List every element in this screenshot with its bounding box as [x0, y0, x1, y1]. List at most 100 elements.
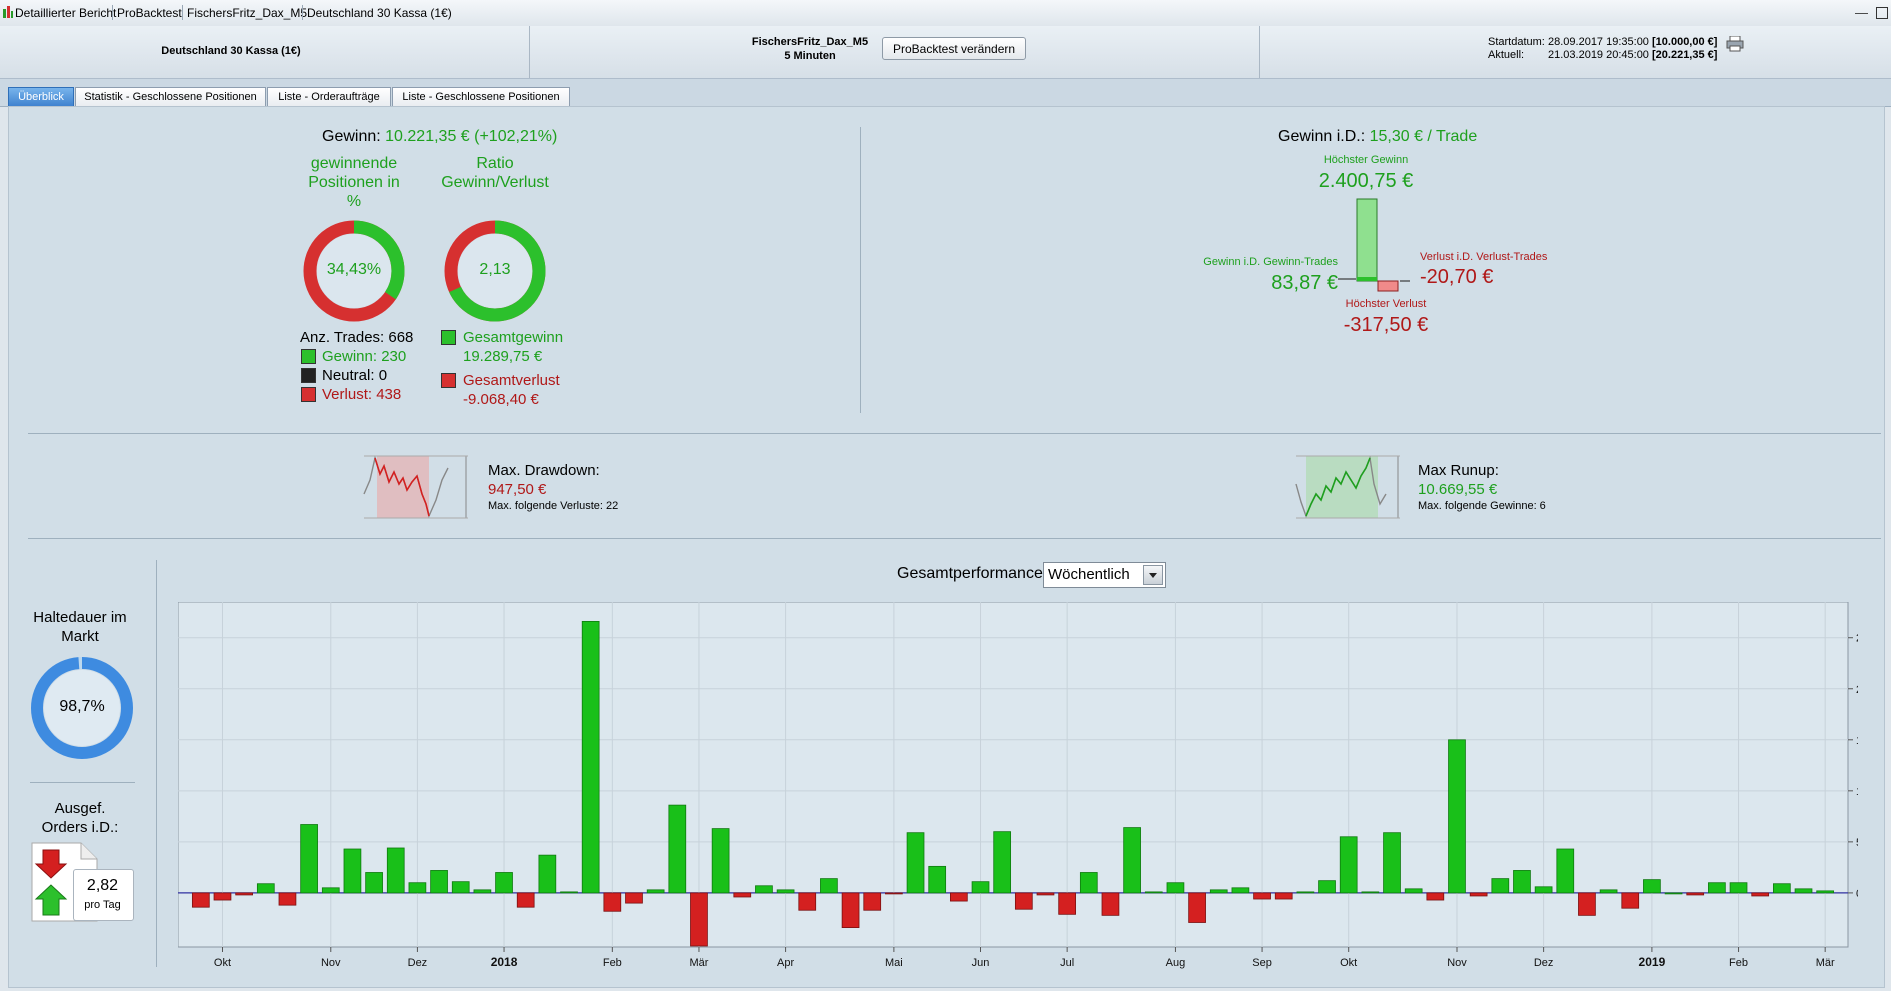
bar [993, 831, 1012, 894]
ratio-donut [444, 220, 546, 322]
app-icon [3, 6, 13, 18]
drawdown-sub: Max. folgende Verluste: 22 [488, 500, 619, 512]
bar [1578, 892, 1596, 916]
bar [1773, 883, 1791, 894]
bar [386, 847, 405, 894]
instrument-name: Deutschland 30 Kassa (1€) [161, 45, 301, 57]
y-tick-label: 1.000 [1856, 786, 1858, 798]
bar [1426, 892, 1445, 901]
strategy-name: FischersFritz_Dax_M5 [751, 36, 869, 48]
print-icon[interactable] [1726, 35, 1744, 55]
tab-overview[interactable]: Überblick [8, 87, 74, 106]
bar [733, 892, 752, 898]
total-gain-value: 19.289,75 € [463, 348, 543, 365]
losses-legend-swatch [301, 387, 316, 402]
y-tick-label: 0 [1856, 888, 1858, 900]
bar [1621, 892, 1640, 909]
ratio-value: 2,13 [479, 261, 511, 278]
current-label: Aktuell: [1488, 49, 1525, 61]
bar [668, 804, 687, 894]
orders-value-box [73, 869, 134, 921]
bar [430, 870, 448, 894]
total-loss-swatch [441, 373, 456, 388]
max-gain-value: 2.400,75 € [1318, 170, 1414, 192]
avg-gain-loss-bars [1338, 198, 1410, 292]
start-date: 28.09.2017 19:35:00 [1548, 36, 1649, 48]
bar [690, 892, 708, 947]
breadcrumb-strategy[interactable]: FischersFritz_Dax_M5 [187, 6, 308, 20]
bar [538, 854, 557, 894]
bar [256, 883, 275, 894]
maximize-icon[interactable] [1876, 7, 1888, 19]
bar [1253, 892, 1271, 900]
bar [235, 892, 253, 896]
bar [820, 878, 838, 894]
orders-unit: pro Tag [84, 899, 121, 911]
bar [1101, 892, 1120, 916]
x-tick-label: Nov [321, 957, 341, 969]
y-tick-label: 2.000 [1856, 684, 1858, 696]
change-backtest-button[interactable]: ProBacktest verändern [882, 37, 1026, 60]
bar [1664, 892, 1683, 895]
holding-title-line-2: Markt [61, 628, 99, 645]
x-tick-label: Sep [1252, 957, 1272, 969]
breadcrumb-instrument[interactable]: Deutschland 30 Kassa (1€) [307, 6, 452, 20]
minimize-icon[interactable]: — [1855, 5, 1868, 20]
orders-title: Ausgef. Orders i.D.: [20, 799, 140, 837]
neutral-legend-swatch [301, 368, 316, 383]
report-header: Deutschland 30 Kassa (1€) FischersFritz_… [0, 26, 1891, 79]
bars [191, 620, 1835, 947]
tab-statistics-closed[interactable]: Statistik - Geschlossene Positionen [75, 87, 266, 106]
gain-value: 10.221,35 € (+102,21%) [385, 128, 558, 145]
avg-gain-value: 15,30 € / Trade [1369, 128, 1478, 145]
holding-title-line-1: Haltedauer im [33, 609, 127, 626]
max-gain-label: Höchster Gewinn [1323, 154, 1409, 166]
bar [1318, 880, 1336, 894]
tab-orders-list[interactable]: Liste - Orderaufträge [267, 87, 391, 106]
avg-loss-value: -20,70 € [1420, 266, 1494, 288]
x-axis-ticks: Okt Nov Dez 2018 Feb Mär Apr Mai Jun Jul Aug Sep Okt… [214, 947, 1835, 969]
breadcrumb-probacktest[interactable]: ProBacktest [117, 6, 182, 20]
avg-gain-label: Gewinn i.D.: [1278, 128, 1366, 145]
bar [408, 882, 427, 894]
bar [1643, 879, 1661, 894]
wins-legend-swatch [301, 349, 316, 364]
perf-mode-select[interactable]: Wöchentlich [1043, 562, 1166, 588]
x-tick-label: Feb [1729, 957, 1748, 969]
drawdown-value: 947,50 € [488, 481, 547, 498]
holding-arc [31, 657, 133, 759]
breadcrumb-report[interactable]: Detaillierter Bericht [15, 6, 117, 20]
perf-mode-value: Wöchentlich [1048, 566, 1130, 583]
bar [841, 892, 860, 928]
tab-bar: Überblick Statistik - Geschlossene Posit… [0, 79, 1891, 107]
bar [495, 872, 513, 894]
x-tick-label: Nov [1447, 957, 1467, 969]
runup-sub: Max. folgende Gewinne: 6 [1418, 500, 1546, 512]
ratio-title-line-2: Gewinn/Verlust [441, 174, 549, 191]
chevron-down-icon[interactable] [1143, 565, 1163, 585]
bar [928, 865, 947, 894]
ratio-title: Ratio Gewinn/Verlust [432, 154, 558, 192]
section-divider [860, 127, 861, 413]
losses-count: Verlust: 438 [322, 386, 402, 403]
y-tick-label: 500 [1856, 837, 1858, 849]
total-loss-value: -9.068,40 € [463, 391, 539, 408]
left-panel-separator [30, 782, 135, 783]
holding-donut [31, 657, 133, 759]
start-label: Startdatum: [1488, 36, 1545, 48]
y-axis-ticks: 0 500 1.000 1.500 2.000 2.500 [1848, 633, 1858, 900]
bar [1339, 836, 1358, 894]
trades-count: Anz. Trades: 668 [300, 329, 414, 346]
bar [1188, 892, 1206, 923]
bar [646, 889, 665, 894]
tab-closed-positions-list[interactable]: Liste - Geschlossene Positionen [392, 87, 570, 106]
bar [213, 892, 232, 901]
current-value: [20.221,35 €] [1652, 49, 1718, 61]
max-loss-label: Höchster Verlust [1345, 298, 1427, 310]
bar [1361, 891, 1380, 894]
ratio-title-line-1: Ratio [476, 155, 514, 172]
x-tick-label: 2019 [1639, 955, 1666, 969]
x-tick-label: Feb [603, 957, 622, 969]
bar [1123, 827, 1141, 894]
bar [1469, 892, 1488, 897]
